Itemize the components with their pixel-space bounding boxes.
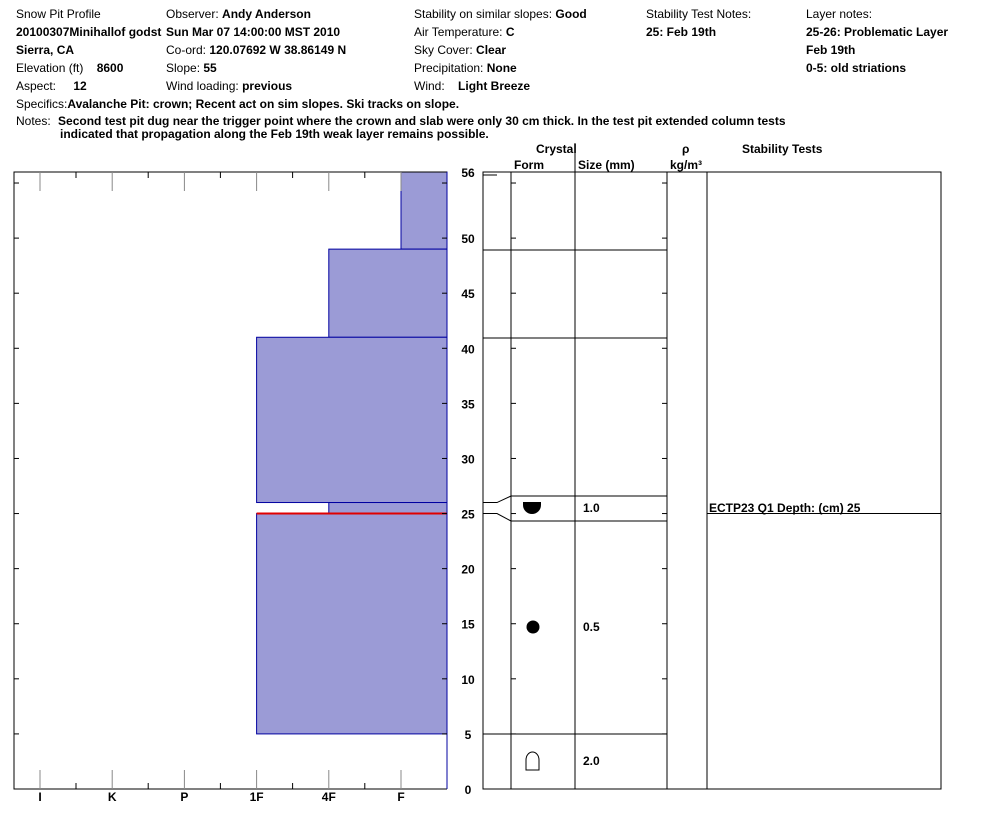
layer-connector <box>483 495 512 504</box>
stab-notes: 25: Feb 19th <box>646 25 717 39</box>
crystal-size: 2.0 <box>583 754 600 768</box>
crystal-size: 1.0 <box>583 501 600 515</box>
depth-label: 20 <box>461 563 475 577</box>
depth-label: 35 <box>461 397 475 411</box>
specifics-label: Specifics: <box>16 97 68 111</box>
aspect: 12 <box>73 79 87 93</box>
precip-label: Precipitation: <box>414 61 484 75</box>
wind-label: Wind: <box>414 79 445 93</box>
layer-note: 25-26: Problematic Layer <box>806 25 949 39</box>
slope-label: Slope: <box>166 61 201 75</box>
hardness-label: F <box>397 790 404 804</box>
stability-test-result: ECTP23 Q1 Depth: (cm) 25 <box>709 501 861 515</box>
location: Sierra, CA <box>16 43 75 57</box>
stability: Good <box>555 7 587 21</box>
depth-label: 25 <box>461 508 475 522</box>
wind: Light Breeze <box>458 79 531 93</box>
title: Snow Pit Profile <box>16 7 101 21</box>
depth-hoar-icon <box>525 751 540 771</box>
notes: Second test pit dug near the trigger poi… <box>58 114 786 128</box>
slope: 55 <box>203 61 217 75</box>
form-header: Form <box>514 158 544 172</box>
coord-label: Co-ord: <box>166 43 207 57</box>
notes-label: Notes: <box>16 114 51 128</box>
hardness-layer <box>400 171 448 250</box>
coord: 120.07692 W 38.86149 N <box>209 43 347 57</box>
crystal-table <box>482 171 942 790</box>
hardness-label: P <box>180 790 188 804</box>
air-temp: C <box>505 25 515 39</box>
aspect-label: Aspect: <box>16 79 57 93</box>
crystal-header: Crystal <box>536 142 577 156</box>
hardness-label: 4F <box>322 790 336 804</box>
stability-tests-header: Stability Tests <box>742 142 823 156</box>
hardness-label: 1F <box>250 790 264 804</box>
rho-header: ρ <box>682 142 690 156</box>
pit-name: 20100307Minihallof godst <box>16 25 162 39</box>
depth-label: 0 <box>465 783 472 797</box>
rounded-faceted-icon <box>523 502 541 514</box>
observer-label: Observer: <box>166 7 219 21</box>
specifics: Avalanche Pit: crown; Recent act on sim … <box>67 97 460 111</box>
density-header: kg/m³ <box>670 158 703 172</box>
layer-notes-label: Layer notes: <box>806 7 873 21</box>
sky-label: Sky Cover: <box>414 43 473 57</box>
sky: Clear <box>476 43 507 57</box>
elevation-label: Elevation (ft) <box>16 61 84 75</box>
air-temp-label: Air Temperature: <box>414 25 503 39</box>
precip: None <box>486 61 517 75</box>
chart-frame <box>13 171 447 790</box>
wind-loading-label: Wind loading: <box>166 79 239 93</box>
depth-label: 5 <box>465 728 472 742</box>
elevation: 8600 <box>96 61 124 75</box>
depth-label: 30 <box>461 452 475 466</box>
hardness-layer <box>256 513 448 735</box>
layer-note: Feb 19th <box>806 43 856 57</box>
stab-notes-label: Stability Test Notes: <box>646 7 752 21</box>
wind-loading: previous <box>242 79 293 93</box>
observer: Andy Anderson <box>222 7 311 21</box>
depth-label: 10 <box>461 673 475 687</box>
rounded-grain-icon <box>526 620 540 634</box>
crystal-size: 0.5 <box>583 620 600 634</box>
hardness-layer <box>328 502 448 515</box>
depth-label: 50 <box>461 232 475 246</box>
datetime: Sun Mar 07 14:00:00 MST 2010 <box>166 25 341 39</box>
layer-connector <box>483 513 512 522</box>
size-header: Size (mm) <box>578 158 635 172</box>
depth-label: 45 <box>461 287 475 301</box>
hardness-layer <box>328 248 448 338</box>
notes-cont: indicated that propagation along the Feb… <box>60 127 489 141</box>
stability-label: Stability on similar slopes: <box>414 7 553 21</box>
depth-label: 15 <box>461 618 475 632</box>
hardness-label: K <box>108 790 117 804</box>
hardness-label: I <box>38 790 41 804</box>
depth-label: 40 <box>461 342 475 356</box>
depth-label: 56 <box>461 166 475 180</box>
hardness-layer <box>256 336 448 504</box>
layer-note: 0-5: old striations <box>806 61 907 75</box>
